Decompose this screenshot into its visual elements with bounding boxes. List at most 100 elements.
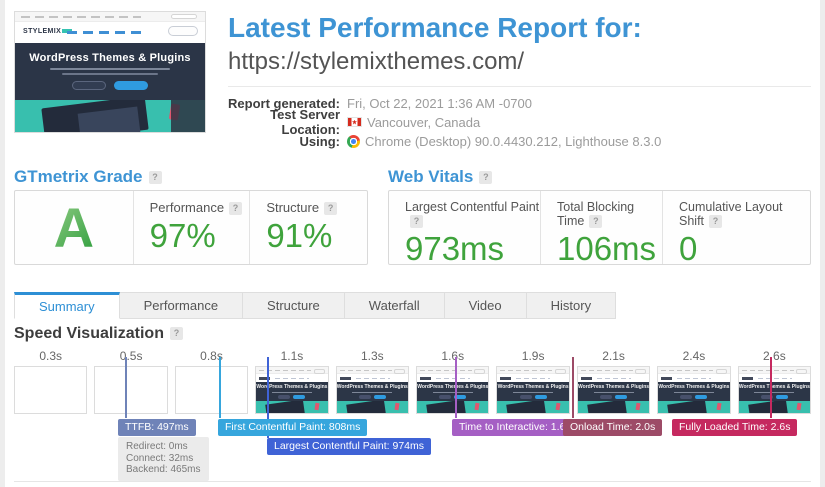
tbt-label: Total Blocking Time? [557,200,635,228]
report-generated-row: Report generated: Fri, Oct 22, 2021 1:36… [228,94,811,112]
ttfb-badge: TTFB: 497ms [118,419,196,436]
report-generated-label: Report generated: [228,95,340,111]
thumb-browser-bar [15,12,205,22]
help-icon[interactable]: ? [589,215,603,228]
timeline-tick: 1.1s [280,349,304,363]
fcp-badge: First Contentful Paint: 808ms [218,419,368,436]
timeline-frames: WordPress Themes & Plugins WordPress The… [14,366,812,414]
mini-hero-section: WordPress Themes & Plugins [417,382,489,401]
mini-hero-section: WordPress Themes & Plugins [738,382,811,401]
timeline-tick: 0.5s [119,349,143,363]
structure-label: Structure? [266,200,367,215]
thumb-topnav-links [21,16,141,18]
timeline-frame-screenshot: WordPress Themes & Plugins [416,366,490,414]
chrome-icon [347,134,360,148]
thumb-nav-links [67,31,145,34]
thumb-search-pill [171,14,197,19]
lcp-marker-line [267,357,269,438]
mini-site-nav [738,374,811,382]
thumb-hero-title: WordPress Themes & Plugins [29,52,191,64]
timeline-frame-blank [14,366,88,414]
fully-loaded-marker-line [770,357,772,418]
mini-browser-bar [738,367,811,374]
grade-letter-cell: A [15,191,134,264]
tbt-metric: Total Blocking Time? 106ms [541,191,663,267]
mini-hero-title: WordPress Themes & Plugins [497,384,569,390]
report-url[interactable]: https://stylemixthemes.com/ [228,48,525,75]
thumb-view-plugins-button [114,81,148,90]
timeline-tick: 2.6s [763,349,786,363]
report-meta: Report generated: Fri, Oct 22, 2021 1:36… [228,94,811,151]
timeline-frame-screenshot: WordPress Themes & Plugins [657,366,731,414]
mini-hero-image [497,401,569,413]
timeline-tick: 0.3s [39,349,63,363]
tab-waterfall[interactable]: Waterfall [344,292,445,319]
server-location-label: Test Server Location: [270,107,340,137]
timeline-tick: 1.9s [521,349,545,363]
tbt-value: 106ms [557,230,657,267]
tab-summary[interactable]: Summary [14,292,120,319]
timeline-frame-screenshot: WordPress Themes & Plugins [576,366,651,414]
canada-flag-icon [347,117,362,127]
site-screenshot-thumbnail: STYLEMIX WordPress Themes & Plugins [14,11,206,133]
mini-browser-bar [658,367,730,374]
tab-structure[interactable]: Structure [243,292,345,319]
mini-hero-subtext [271,391,312,393]
mini-browser-bar [417,367,489,374]
help-icon[interactable]: ? [169,327,183,340]
thumb-hero-section: WordPress Themes & Plugins [15,43,205,100]
mini-hero-title: WordPress Themes & Plugins [336,384,408,390]
mini-site-nav [497,374,569,382]
thumb-hero-image [15,100,205,132]
thumb-site-logo: STYLEMIX [23,28,73,35]
bottom-divider [14,481,811,482]
report-tabs: Summary Performance Structure Waterfall … [14,292,617,319]
mini-hero-image [417,401,489,413]
grade-panel: A Performance? 97% Structure? 91% [14,190,368,265]
thumb-shade-shape [171,100,205,132]
mini-button-blue [454,395,467,399]
help-icon[interactable]: ? [709,215,723,228]
web-vitals-panel: Largest Contentful Paint? 973ms Total Bl… [388,190,811,267]
mini-button-blue [373,395,386,399]
mini-site-nav [577,374,650,382]
help-icon[interactable]: ? [479,171,493,184]
speed-visualization-title: Speed Visualization? [14,325,183,343]
tab-performance[interactable]: Performance [119,292,244,319]
thumb-hero-subtext2 [62,73,158,75]
tab-history[interactable]: History [526,292,617,319]
using-value: Chrome (Desktop) 90.0.4430.212, Lighthou… [347,134,661,149]
mini-hero-image [256,401,328,413]
mini-browser-bar [256,367,328,374]
mini-hero-title: WordPress Themes & Plugins [417,384,489,390]
thumb-hero-subtext [50,68,170,70]
mini-button-blue [695,395,708,399]
onload-badge: Onload Time: 2.0s [563,419,663,436]
timeline-frame-blank [174,366,249,414]
help-icon[interactable]: ? [324,202,338,215]
mini-button-blue [775,395,788,399]
ttfb-redirect: Redirect: 0ms [126,441,188,452]
ttfb-backend: Backend: 465ms [126,464,201,475]
mini-hero-subtext [754,391,795,393]
timeline-frame-blank [94,366,168,414]
timeline-tick: 1.3s [360,349,384,363]
mini-button-dark [760,395,773,399]
mini-hero-subtext [513,391,554,393]
ttfb-details-box: Redirect: 0ms Connect: 32ms Backend: 465… [118,437,209,481]
mini-button-dark [600,395,613,399]
thumb-account-button [168,26,198,36]
fully-loaded-badge: Fully Loaded Time: 2.6s [672,419,798,436]
mini-hero-image [577,401,650,413]
timeline-tick: 2.1s [602,349,625,363]
timeline-tick: 1.6s [441,349,465,363]
mini-hero-title: WordPress Themes & Plugins [578,384,650,390]
mini-site-nav [256,374,328,382]
timeline-ticks: 0.3s 0.5s 0.8s 1.1s 1.3s 1.6s 1.9s 2.1s 2.4s 2.6s [14,349,811,363]
grade-section-title: GTmetrix Grade? [14,167,162,187]
grade-letter: A [53,195,95,259]
help-icon[interactable]: ? [410,215,423,228]
help-icon[interactable]: ? [148,171,162,184]
tab-video[interactable]: Video [444,292,527,319]
help-icon[interactable]: ? [229,202,243,215]
